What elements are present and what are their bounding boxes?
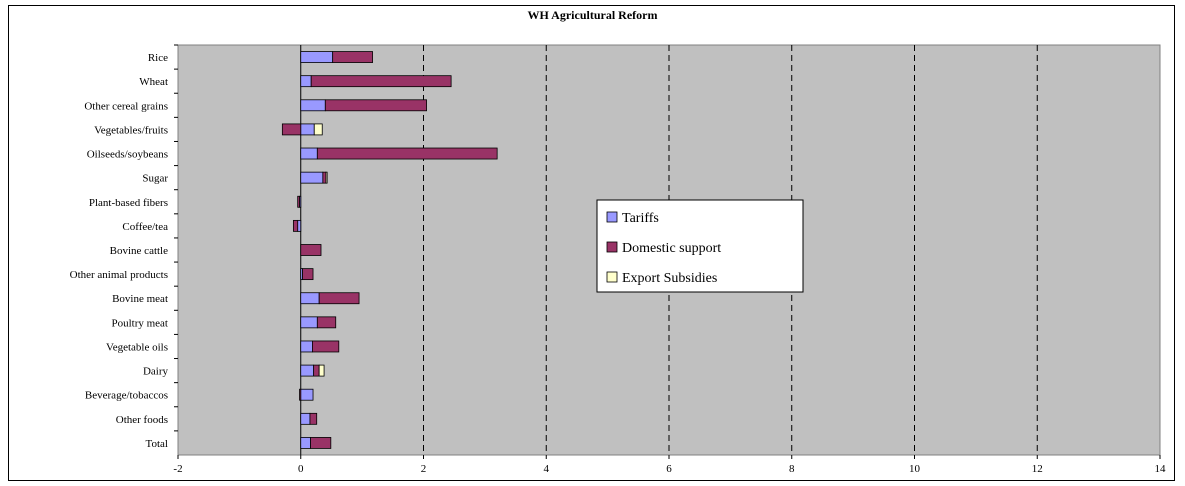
x-tick-label: 0 bbox=[298, 463, 304, 475]
x-tick-label: 8 bbox=[789, 463, 795, 475]
bar-segment bbox=[325, 171, 328, 184]
bar-segment bbox=[300, 99, 326, 112]
x-axis-labels: -2 0 2 4 6 8 10 12 14 bbox=[173, 455, 1166, 475]
legend-swatch bbox=[606, 271, 618, 283]
bar-segment bbox=[299, 388, 302, 401]
category-label: Vegetable oils bbox=[106, 341, 168, 353]
bar-segment bbox=[300, 316, 318, 329]
category-label: Poultry meat bbox=[111, 317, 168, 329]
bar-segment bbox=[300, 437, 311, 449]
x-tick-label: 10 bbox=[909, 463, 921, 475]
category-label: Wheat bbox=[139, 76, 168, 88]
legend-swatch bbox=[606, 211, 618, 223]
bar-segment bbox=[310, 437, 332, 449]
category-label: Beverage/tobaccos bbox=[85, 390, 168, 402]
legend-label: Tariffs bbox=[622, 211, 659, 226]
x-tick-label: 2 bbox=[421, 463, 427, 475]
bar-segment bbox=[322, 171, 327, 184]
category-label: Oilseeds/soybeans bbox=[87, 149, 168, 161]
category-label: Bovine cattle bbox=[110, 245, 168, 257]
category-label: Vegetables/fruits bbox=[94, 124, 168, 136]
category-label: Rice bbox=[148, 52, 168, 64]
bar-segment bbox=[292, 219, 299, 232]
bar-segment bbox=[300, 340, 313, 353]
bar-segment bbox=[300, 292, 320, 305]
x-tick-label: 6 bbox=[666, 463, 672, 475]
category-label: Other foods bbox=[116, 414, 168, 426]
bar-segment bbox=[302, 268, 314, 281]
category-label: Other animal products bbox=[70, 269, 168, 281]
bars bbox=[281, 51, 498, 449]
bar-segment bbox=[309, 412, 318, 425]
chart-title: WH Agricultural Reform bbox=[527, 8, 658, 22]
bar-segment bbox=[316, 147, 498, 160]
category-label: Dairy bbox=[143, 366, 169, 378]
x-tick-label: 14 bbox=[1155, 463, 1167, 475]
bar-segment bbox=[318, 364, 325, 377]
bar-segment bbox=[300, 412, 311, 425]
x-tick-label: -2 bbox=[173, 463, 182, 475]
category-label: Coffee/tea bbox=[122, 221, 168, 233]
bar-segment bbox=[281, 123, 302, 136]
category-label: Bovine meat bbox=[112, 293, 168, 305]
bar-segment bbox=[310, 75, 452, 88]
bar-segment bbox=[300, 147, 318, 160]
bar-segment bbox=[332, 51, 373, 63]
x-tick-label: 12 bbox=[1032, 463, 1043, 475]
bar-segment bbox=[312, 340, 340, 353]
bar-segment bbox=[300, 123, 315, 136]
bar-segment bbox=[297, 195, 300, 208]
category-label: Total bbox=[146, 438, 168, 450]
bar-segment bbox=[300, 75, 312, 88]
legend-label: Export Subsidies bbox=[622, 271, 717, 286]
bar-segment bbox=[318, 292, 360, 305]
bar-segment bbox=[300, 388, 314, 401]
category-label: Other cereal grains bbox=[84, 100, 168, 112]
legend: Tariffs Domestic support Export Subsidies bbox=[596, 199, 804, 293]
bar-segment bbox=[316, 316, 337, 329]
legend-label: Domestic support bbox=[622, 241, 721, 256]
legend-box bbox=[596, 199, 804, 293]
bar-segment bbox=[300, 51, 334, 63]
y-axis-labels: Rice Wheat Other cereal grains Vegetables/f… bbox=[70, 44, 178, 450]
bar-segment bbox=[300, 171, 324, 184]
bar-segment bbox=[297, 219, 302, 232]
category-label: Sugar bbox=[142, 173, 168, 185]
category-label: Plant-based fibers bbox=[89, 197, 168, 209]
bar-segment bbox=[313, 123, 323, 136]
x-tick-label: 4 bbox=[544, 463, 550, 475]
bar-segment bbox=[313, 364, 320, 377]
bar-segment bbox=[300, 244, 322, 256]
legend-swatch bbox=[606, 241, 618, 253]
bar-segment bbox=[324, 99, 427, 112]
bar-segment bbox=[300, 364, 315, 377]
